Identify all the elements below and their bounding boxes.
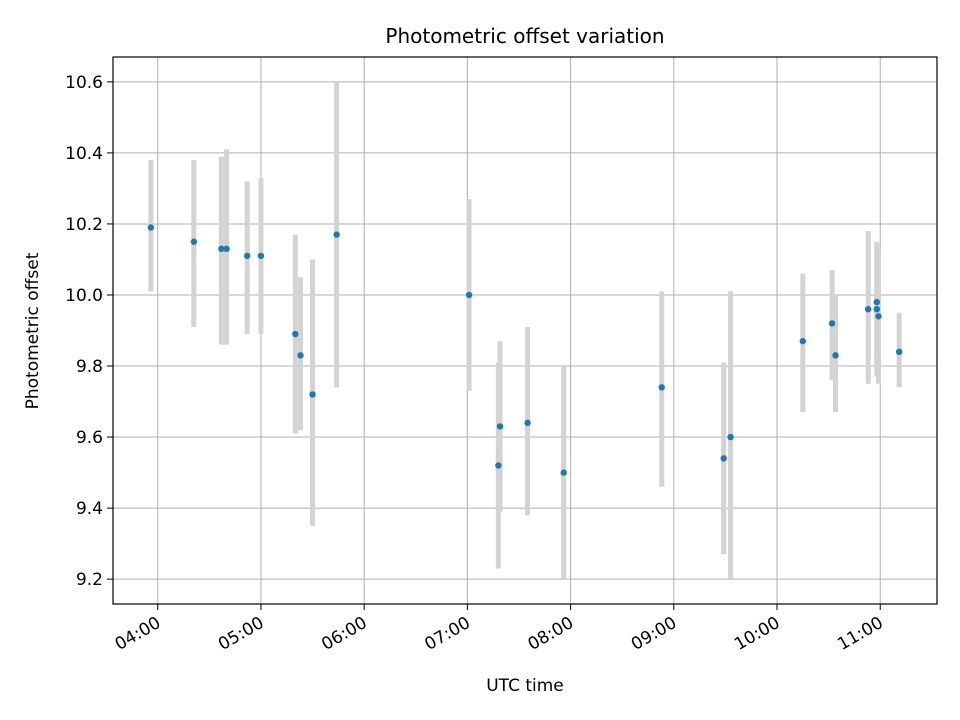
y-tick-label: 10.2	[65, 215, 103, 235]
data-point	[495, 462, 502, 469]
data-point	[465, 291, 473, 299]
data-point	[257, 252, 265, 260]
data-point	[496, 423, 504, 430]
data-point	[243, 252, 251, 260]
data-point	[218, 245, 225, 253]
y-tick-label: 9.8	[76, 357, 103, 377]
data-point	[727, 433, 734, 441]
data-point	[873, 305, 880, 313]
y-axis-label: Photometric offset	[23, 252, 43, 409]
y-axis-ticks: 9.2 9.4 9.6 9.8 10.0 10.2 10.4 10.6	[65, 73, 113, 590]
y-tick-label: 10.6	[65, 73, 103, 93]
y-tick-label: 10.0	[65, 286, 103, 306]
data-point	[828, 320, 836, 327]
data-point	[309, 391, 316, 398]
data-point	[864, 305, 872, 313]
data-point	[333, 231, 340, 238]
plot-frame	[112, 56, 938, 605]
data-point	[658, 384, 665, 391]
data-point	[147, 224, 155, 231]
chart-title: Photometric offset variation	[385, 24, 664, 48]
data-point	[720, 455, 727, 462]
data-point	[292, 330, 299, 338]
y-tick-label: 9.6	[76, 428, 103, 448]
data-point	[524, 419, 531, 427]
data-point	[895, 348, 903, 356]
data-points	[147, 224, 903, 476]
x-axis-label: UTC time	[486, 676, 564, 696]
y-tick-label: 9.4	[76, 499, 103, 519]
gridlines	[113, 57, 937, 604]
data-point	[799, 337, 807, 345]
data-point	[223, 245, 230, 253]
data-point	[190, 238, 198, 245]
data-point	[832, 352, 839, 359]
data-point	[297, 352, 304, 359]
data-point	[875, 313, 882, 320]
data-point	[873, 298, 880, 306]
y-tick-label: 9.2	[76, 570, 103, 590]
data-point	[560, 469, 567, 476]
y-tick-label: 10.4	[65, 144, 103, 164]
